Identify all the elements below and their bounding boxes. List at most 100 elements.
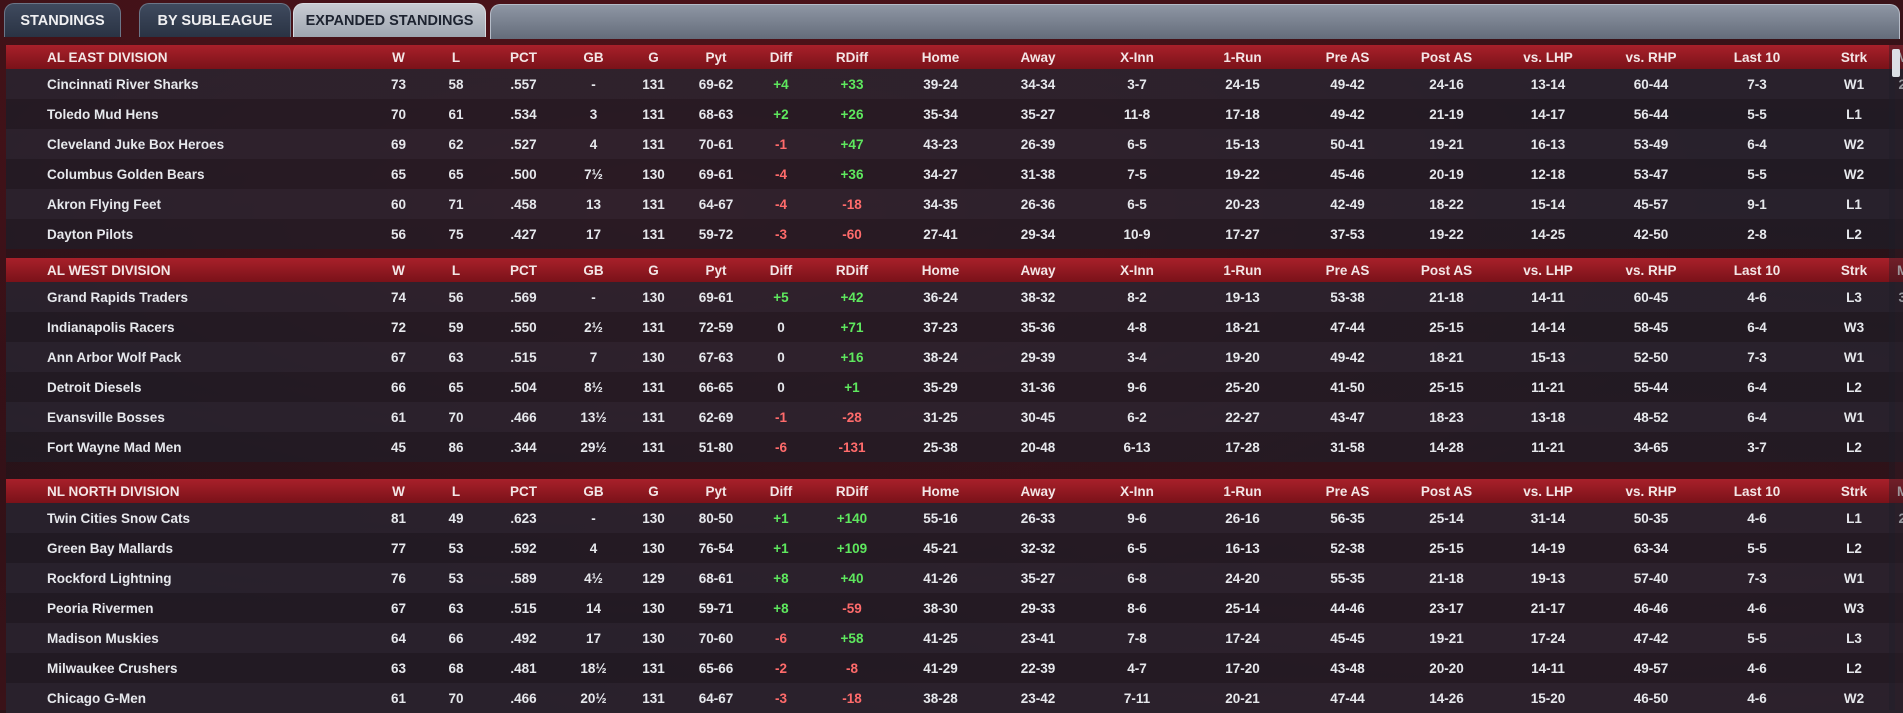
column-header-vs-rhp[interactable]: vs. RHP (1625, 483, 1677, 499)
team-row[interactable]: Cincinnati River Sharks 73 58 .557 - 131 69-62… (6, 69, 1903, 99)
team-name[interactable]: Dayton Pilots (47, 226, 134, 242)
team-row[interactable]: Fort Wayne Mad Men 45 86 .344 29½ 131 51-80 -6 -… (6, 432, 1903, 462)
column-header-run-diff[interactable]: RDiff (835, 49, 869, 65)
column-header-away[interactable]: Away (1020, 483, 1056, 499)
column-header-last-10[interactable]: Last 10 (1733, 483, 1781, 499)
column-header-vs-lhp[interactable]: vs. LHP (1523, 49, 1573, 65)
team-row[interactable]: Dayton Pilots 56 75 .427 17 131 59-72 -3 -60 27-4… (6, 219, 1903, 249)
team-row[interactable]: Indianapolis Racers 72 59 .550 2½ 131 72-59 0 +7… (6, 312, 1903, 342)
team-row[interactable]: Peoria Rivermen 67 63 .515 14 130 59-71 +8 -59 38… (6, 593, 1903, 623)
column-header-post-all-star[interactable]: Post AS (1420, 262, 1473, 278)
team-row[interactable]: Evansville Bosses 61 70 .466 13½ 131 62-69 -1 -2… (6, 402, 1903, 432)
team-name[interactable]: Cleveland Juke Box Heroes (47, 136, 225, 152)
column-header-games[interactable]: G (648, 49, 659, 65)
team-name[interactable]: Columbus Golden Bears (47, 166, 205, 182)
column-header-run-diff[interactable]: RDiff (835, 262, 869, 278)
column-header-extra-innings[interactable]: X-Inn (1120, 49, 1154, 65)
column-header-pythagorean[interactable]: Pyt (705, 483, 727, 499)
team-row[interactable]: Columbus Golden Bears 65 65 .500 7½ 130 69-61 -… (6, 159, 1903, 189)
team-name[interactable]: Rockford Lightning (47, 570, 172, 586)
team-row[interactable]: Akron Flying Feet 60 71 .458 13 131 64-67 -4 -18… (6, 189, 1903, 219)
column-header-post-all-star[interactable]: Post AS (1420, 49, 1473, 65)
team-name[interactable]: Green Bay Mallards (47, 540, 174, 556)
column-header-last-10[interactable]: Last 10 (1733, 49, 1781, 65)
team-name[interactable]: Ann Arbor Wolf Pack (47, 349, 182, 365)
scrollbar-thumb[interactable] (1892, 49, 1900, 77)
column-header-pythagorean[interactable]: Pyt (705, 49, 727, 65)
column-header-games[interactable]: G (648, 262, 659, 278)
column-header-pct[interactable]: PCT (510, 483, 537, 499)
team-name[interactable]: Milwaukee Crushers (47, 660, 178, 676)
column-header-losses[interactable]: L (451, 483, 461, 499)
team-name[interactable]: Twin Cities Snow Cats (47, 510, 191, 526)
column-header-pre-all-star[interactable]: Pre AS (1325, 262, 1370, 278)
column-header-vs-rhp[interactable]: vs. RHP (1625, 49, 1677, 65)
column-header-pre-all-star[interactable]: Pre AS (1325, 49, 1370, 65)
team-row[interactable]: Grand Rapids Traders 74 56 .569 - 130 69-61 +5 +… (6, 282, 1903, 312)
scrollbar[interactable] (1889, 45, 1903, 710)
column-header-one-run[interactable]: 1-Run (1223, 49, 1262, 65)
tab-by-subleague[interactable]: BY SUBLEAGUE (139, 3, 291, 37)
column-header-magic-number[interactable]: Magic# (1897, 262, 1903, 278)
column-header-games-behind[interactable]: GB (583, 262, 604, 278)
column-header-magic-number[interactable]: Magic# (1897, 49, 1903, 65)
team-row[interactable]: Milwaukee Crushers 63 68 .481 18½ 131 65-66 -2 -… (6, 653, 1903, 683)
column-header-wins[interactable]: W (392, 483, 405, 499)
team-name[interactable]: Madison Muskies (47, 630, 159, 646)
team-row[interactable]: Ann Arbor Wolf Pack 67 63 .515 7 130 67-63 0 +16… (6, 342, 1903, 372)
column-header-pythagorean[interactable]: Pyt (705, 262, 727, 278)
column-header-extra-innings[interactable]: X-Inn (1120, 483, 1154, 499)
team-name[interactable]: Chicago G-Men (47, 690, 147, 706)
column-header-wins[interactable]: W (392, 49, 405, 65)
team-row[interactable]: Madison Muskies 64 66 .492 17 130 70-60 -6 +58 41… (6, 623, 1903, 653)
team-name[interactable]: Akron Flying Feet (47, 196, 162, 212)
column-header-streak[interactable]: Strk (1840, 49, 1868, 65)
column-header-diff[interactable]: Diff (769, 262, 793, 278)
tab-expanded-standings[interactable]: EXPANDED STANDINGS (293, 3, 486, 37)
column-header-post-all-star[interactable]: Post AS (1420, 483, 1473, 499)
column-header-last-10[interactable]: Last 10 (1733, 262, 1781, 278)
column-header-vs-rhp[interactable]: vs. RHP (1625, 262, 1677, 278)
team-name[interactable]: Peoria Rivermen (47, 600, 154, 616)
team-name[interactable]: Cincinnati River Sharks (47, 76, 199, 92)
column-header-vs-lhp[interactable]: vs. LHP (1523, 262, 1573, 278)
team-name[interactable]: Evansville Bosses (47, 409, 165, 425)
column-header-games[interactable]: G (648, 483, 659, 499)
column-header-magic-number[interactable]: Magic# (1897, 483, 1903, 499)
team-name[interactable]: Detroit Diesels (47, 379, 142, 395)
team-row[interactable]: Chicago G-Men 61 70 .466 20½ 131 64-67 -3 -18 38-… (6, 683, 1903, 713)
team-name[interactable]: Fort Wayne Mad Men (47, 439, 182, 455)
column-header-games-behind[interactable]: GB (583, 483, 604, 499)
column-header-diff[interactable]: Diff (769, 483, 793, 499)
column-header-extra-innings[interactable]: X-Inn (1120, 262, 1154, 278)
tab-standings[interactable]: STANDINGS (4, 3, 121, 37)
column-header-wins[interactable]: W (392, 262, 405, 278)
column-header-home[interactable]: Home (921, 483, 960, 499)
column-header-one-run[interactable]: 1-Run (1223, 483, 1262, 499)
column-header-run-diff[interactable]: RDiff (835, 483, 869, 499)
team-name[interactable]: Toledo Mud Hens (47, 106, 159, 122)
column-header-diff[interactable]: Diff (769, 49, 793, 65)
column-header-pct[interactable]: PCT (510, 49, 537, 65)
column-header-vs-lhp[interactable]: vs. LHP (1523, 483, 1573, 499)
column-header-one-run[interactable]: 1-Run (1223, 262, 1262, 278)
team-name[interactable]: Grand Rapids Traders (47, 289, 189, 305)
column-header-games-behind[interactable]: GB (583, 49, 604, 65)
column-header-home[interactable]: Home (921, 49, 960, 65)
column-header-streak[interactable]: Strk (1840, 262, 1868, 278)
column-header-pct[interactable]: PCT (510, 262, 537, 278)
team-row[interactable]: Green Bay Mallards 77 53 .592 4 130 76-54 +1 +10… (6, 533, 1903, 563)
column-header-streak[interactable]: Strk (1840, 483, 1868, 499)
column-header-home[interactable]: Home (921, 262, 960, 278)
team-row[interactable]: Rockford Lightning 76 53 .589 4½ 129 68-61 +8 +4… (6, 563, 1903, 593)
team-row[interactable]: Toledo Mud Hens 70 61 .534 3 131 68-63 +2 +26 35-… (6, 99, 1903, 129)
column-header-losses[interactable]: L (451, 49, 461, 65)
column-header-pre-all-star[interactable]: Pre AS (1325, 483, 1370, 499)
team-name[interactable]: Indianapolis Racers (47, 319, 175, 335)
column-header-away[interactable]: Away (1020, 49, 1056, 65)
column-header-losses[interactable]: L (451, 262, 461, 278)
team-row[interactable]: Twin Cities Snow Cats 81 49 .623 - 130 80-50 +1… (6, 503, 1903, 533)
team-row[interactable]: Cleveland Juke Box Heroes 69 62 .527 4 131 70-… (6, 129, 1903, 159)
column-header-away[interactable]: Away (1020, 262, 1056, 278)
team-row[interactable]: Detroit Diesels 66 65 .504 8½ 131 66-65 0 +1 35-2… (6, 372, 1903, 402)
